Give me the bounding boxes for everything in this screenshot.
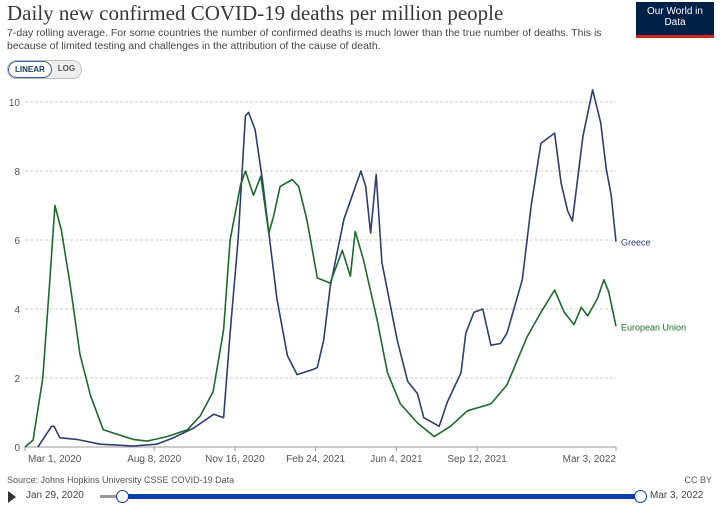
timeline: Jan 29, 2020 Mar 3, 2022 <box>0 488 720 506</box>
y-tick-label: 2 <box>14 374 20 385</box>
license-label[interactable]: CC BY <box>684 475 712 485</box>
x-tick-label: Feb 24, 2021 <box>286 454 345 465</box>
chart-subtitle: 7-day rolling average. For some countrie… <box>7 27 602 52</box>
play-icon[interactable] <box>8 491 16 503</box>
timeline-end-label: Mar 3, 2022 <box>650 490 704 501</box>
x-tick-label: Nov 16, 2020 <box>205 454 265 465</box>
y-tick-label: 6 <box>14 236 20 247</box>
y-tick-label: 4 <box>14 305 20 316</box>
x-tick-label: Mar 1, 2020 <box>28 454 82 465</box>
log-scale-button[interactable]: LOG <box>51 61 82 78</box>
chart-title: Daily new confirmed COVID-19 deaths per … <box>7 1 504 25</box>
x-tick-label: Mar 3, 2022 <box>563 454 617 465</box>
series-line-european-union <box>24 170 617 448</box>
y-tick-label: 8 <box>14 167 20 178</box>
series-label: Greece <box>621 238 651 248</box>
timeline-start-label: Jan 29, 2020 <box>26 490 84 501</box>
scale-toggle: LINEAR LOG <box>7 60 83 79</box>
source-note[interactable]: Source: Johns Hopkins University CSSE CO… <box>7 475 235 485</box>
linear-scale-button[interactable]: LINEAR <box>8 61 52 78</box>
x-tick-label: Sep 12, 2021 <box>447 454 507 465</box>
x-tick-label: Aug 8, 2020 <box>127 454 181 465</box>
owid-logo[interactable]: Our World in Data <box>636 2 714 38</box>
x-tick-label: Jun 4, 2021 <box>370 454 423 465</box>
timeline-track[interactable] <box>100 490 647 503</box>
series-label: European Union <box>621 322 686 332</box>
line-chart: 0 2 4 6 8 10 Mar 1, 2020 Aug 8, 2020 Nov 16, 202… <box>9 89 686 465</box>
timeline-end-handle[interactable] <box>634 490 647 503</box>
timeline-range-fill <box>122 494 640 499</box>
timeline-start-handle[interactable] <box>116 490 129 503</box>
y-tick-label: 0 <box>14 443 20 454</box>
y-tick-label: 10 <box>9 98 21 109</box>
series-line-greece <box>37 89 617 448</box>
